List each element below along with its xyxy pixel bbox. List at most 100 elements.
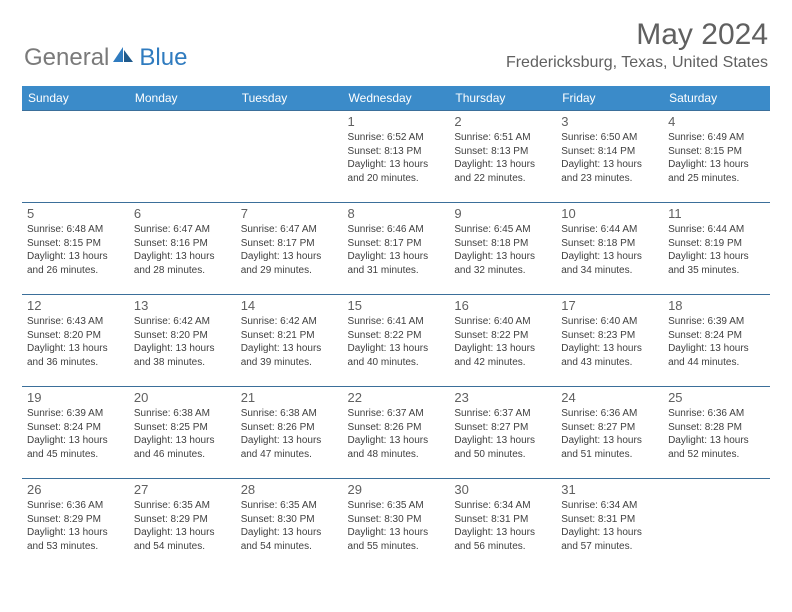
day-number: 8 xyxy=(348,206,445,221)
calendar-day-cell: 15Sunrise: 6:41 AMSunset: 8:22 PMDayligh… xyxy=(343,295,450,387)
calendar-day-cell: 9 Sunrise: 6:45 AMSunset: 8:18 PMDaylight… xyxy=(449,203,556,295)
calendar-day-cell: 3 Sunrise: 6:50 AMSunset: 8:14 PMDaylight… xyxy=(556,111,663,203)
day-info: Sunrise: 6:39 AMSunset: 8:24 PMDaylight:… xyxy=(27,407,124,461)
day-info: Sunrise: 6:36 AMSunset: 8:28 PMDaylight:… xyxy=(668,407,765,461)
calendar-day-cell: 21 Sunrise: 6:38 AMSunset: 8:26 PMDayligh… xyxy=(236,387,343,479)
calendar-day-cell: 4Sunrise: 6:49 AMSunset: 8:15 PMDaylight… xyxy=(663,111,770,203)
day-number: 30 xyxy=(454,482,551,497)
calendar-day-cell: 13 Sunrise: 6:42 AMSunset: 8:20 PMDayligh… xyxy=(129,295,236,387)
day-number: 9 xyxy=(454,206,551,221)
day-info: Sunrise: 6:44 AMSunset: 8:18 PMDaylight:… xyxy=(561,223,658,277)
day-info: Sunrise: 6:51 AMSunset: 8:13 PMDaylight:… xyxy=(454,131,551,185)
calendar-day-cell xyxy=(22,111,129,203)
day-info: Sunrise: 6:50 AMSunset: 8:14 PMDaylight:… xyxy=(561,131,658,185)
calendar-day-cell: 17 Sunrise: 6:40 AMSunset: 8:23 PMDayligh… xyxy=(556,295,663,387)
calendar-week-row: 26Sunrise: 6:36 AMSunset: 8:29 PMDayligh… xyxy=(22,479,770,571)
calendar-day-cell: 14 Sunrise: 6:42 AMSunset: 8:21 PMDayligh… xyxy=(236,295,343,387)
day-info: Sunrise: 6:34 AMSunset: 8:31 PMDaylight:… xyxy=(454,499,551,553)
calendar-table: SundayMondayTuesdayWednesdayThursdayFrid… xyxy=(22,86,770,571)
day-info: Sunrise: 6:34 AMSunset: 8:31 PMDaylight:… xyxy=(561,499,658,553)
calendar-day-cell: 10Sunrise: 6:44 AMSunset: 8:18 PMDayligh… xyxy=(556,203,663,295)
brand-part2: Blue xyxy=(139,44,187,72)
weekday-header: Saturday xyxy=(663,86,770,111)
day-info: Sunrise: 6:35 AMSunset: 8:30 PMDaylight:… xyxy=(348,499,445,553)
calendar-day-cell: 8 Sunrise: 6:46 AMSunset: 8:17 PMDaylight… xyxy=(343,203,450,295)
calendar-day-cell: 7 Sunrise: 6:47 AMSunset: 8:17 PMDaylight… xyxy=(236,203,343,295)
day-info: Sunrise: 6:38 AMSunset: 8:26 PMDaylight:… xyxy=(241,407,338,461)
day-number: 6 xyxy=(134,206,231,221)
calendar-day-cell: 31 Sunrise: 6:34 AMSunset: 8:31 PMDayligh… xyxy=(556,479,663,571)
day-info: Sunrise: 6:42 AMSunset: 8:20 PMDaylight:… xyxy=(134,315,231,369)
calendar-day-cell: 25Sunrise: 6:36 AMSunset: 8:28 PMDayligh… xyxy=(663,387,770,479)
day-number: 15 xyxy=(348,298,445,313)
day-info: Sunrise: 6:48 AMSunset: 8:15 PMDaylight:… xyxy=(27,223,124,277)
sail-icon xyxy=(113,47,135,70)
calendar-day-cell: 18 Sunrise: 6:39 AMSunset: 8:24 PMDayligh… xyxy=(663,295,770,387)
calendar-day-cell xyxy=(129,111,236,203)
weekday-header: Thursday xyxy=(449,86,556,111)
weekday-header: Tuesday xyxy=(236,86,343,111)
calendar-day-cell: 20 Sunrise: 6:38 AMSunset: 8:25 PMDayligh… xyxy=(129,387,236,479)
day-info: Sunrise: 6:37 AMSunset: 8:27 PMDaylight:… xyxy=(454,407,551,461)
day-number: 20 xyxy=(134,390,231,405)
calendar-day-cell: 24 Sunrise: 6:36 AMSunset: 8:27 PMDayligh… xyxy=(556,387,663,479)
day-number: 14 xyxy=(241,298,338,313)
calendar-day-cell: 2 Sunrise: 6:51 AMSunset: 8:13 PMDaylight… xyxy=(449,111,556,203)
day-info: Sunrise: 6:45 AMSunset: 8:18 PMDaylight:… xyxy=(454,223,551,277)
day-number: 23 xyxy=(454,390,551,405)
day-info: Sunrise: 6:47 AMSunset: 8:16 PMDaylight:… xyxy=(134,223,231,277)
calendar-day-cell: 22Sunrise: 6:37 AMSunset: 8:26 PMDayligh… xyxy=(343,387,450,479)
day-info: Sunrise: 6:42 AMSunset: 8:21 PMDaylight:… xyxy=(241,315,338,369)
day-info: Sunrise: 6:46 AMSunset: 8:17 PMDaylight:… xyxy=(348,223,445,277)
weekday-header: Sunday xyxy=(22,86,129,111)
calendar-day-cell: 6 Sunrise: 6:47 AMSunset: 8:16 PMDaylight… xyxy=(129,203,236,295)
day-number: 17 xyxy=(561,298,658,313)
calendar-day-cell: 16 Sunrise: 6:40 AMSunset: 8:22 PMDayligh… xyxy=(449,295,556,387)
day-number: 3 xyxy=(561,114,658,129)
day-info: Sunrise: 6:47 AMSunset: 8:17 PMDaylight:… xyxy=(241,223,338,277)
day-info: Sunrise: 6:52 AMSunset: 8:13 PMDaylight:… xyxy=(348,131,445,185)
calendar-week-row: 12Sunrise: 6:43 AMSunset: 8:20 PMDayligh… xyxy=(22,295,770,387)
day-info: Sunrise: 6:40 AMSunset: 8:22 PMDaylight:… xyxy=(454,315,551,369)
calendar-body: 1 Sunrise: 6:52 AMSunset: 8:13 PMDaylight… xyxy=(22,111,770,571)
day-info: Sunrise: 6:49 AMSunset: 8:15 PMDaylight:… xyxy=(668,131,765,185)
brand-part1: General xyxy=(24,44,109,72)
location-label: Fredericksburg, Texas, United States xyxy=(506,54,768,72)
day-info: Sunrise: 6:36 AMSunset: 8:27 PMDaylight:… xyxy=(561,407,658,461)
day-number: 28 xyxy=(241,482,338,497)
calendar-day-cell: 27 Sunrise: 6:35 AMSunset: 8:29 PMDayligh… xyxy=(129,479,236,571)
day-number: 11 xyxy=(668,206,765,221)
calendar-day-cell: 19 Sunrise: 6:39 AMSunset: 8:24 PMDayligh… xyxy=(22,387,129,479)
title-block: May 2024 Fredericksburg, Texas, United S… xyxy=(506,18,768,72)
day-number: 18 xyxy=(668,298,765,313)
calendar-day-cell: 26Sunrise: 6:36 AMSunset: 8:29 PMDayligh… xyxy=(22,479,129,571)
calendar-day-cell: 29Sunrise: 6:35 AMSunset: 8:30 PMDayligh… xyxy=(343,479,450,571)
day-number: 2 xyxy=(454,114,551,129)
calendar-day-cell: 12Sunrise: 6:43 AMSunset: 8:20 PMDayligh… xyxy=(22,295,129,387)
day-number: 16 xyxy=(454,298,551,313)
calendar-week-row: 1 Sunrise: 6:52 AMSunset: 8:13 PMDaylight… xyxy=(22,111,770,203)
day-number: 19 xyxy=(27,390,124,405)
day-info: Sunrise: 6:35 AMSunset: 8:30 PMDaylight:… xyxy=(241,499,338,553)
day-number: 24 xyxy=(561,390,658,405)
day-info: Sunrise: 6:35 AMSunset: 8:29 PMDaylight:… xyxy=(134,499,231,553)
day-number: 27 xyxy=(134,482,231,497)
page-header: General Blue May 2024 Fredericksburg, Te… xyxy=(0,0,792,76)
weekday-header-row: SundayMondayTuesdayWednesdayThursdayFrid… xyxy=(22,86,770,111)
day-number: 7 xyxy=(241,206,338,221)
day-info: Sunrise: 6:38 AMSunset: 8:25 PMDaylight:… xyxy=(134,407,231,461)
day-number: 13 xyxy=(134,298,231,313)
brand-logo: General Blue xyxy=(24,44,187,72)
calendar-day-cell xyxy=(663,479,770,571)
calendar-day-cell: 23 Sunrise: 6:37 AMSunset: 8:27 PMDayligh… xyxy=(449,387,556,479)
day-number: 21 xyxy=(241,390,338,405)
day-info: Sunrise: 6:39 AMSunset: 8:24 PMDaylight:… xyxy=(668,315,765,369)
day-number: 1 xyxy=(348,114,445,129)
day-info: Sunrise: 6:40 AMSunset: 8:23 PMDaylight:… xyxy=(561,315,658,369)
month-title: May 2024 xyxy=(506,18,768,52)
weekday-header: Wednesday xyxy=(343,86,450,111)
calendar-day-cell: 5Sunrise: 6:48 AMSunset: 8:15 PMDaylight… xyxy=(22,203,129,295)
day-number: 31 xyxy=(561,482,658,497)
day-info: Sunrise: 6:36 AMSunset: 8:29 PMDaylight:… xyxy=(27,499,124,553)
day-number: 22 xyxy=(348,390,445,405)
